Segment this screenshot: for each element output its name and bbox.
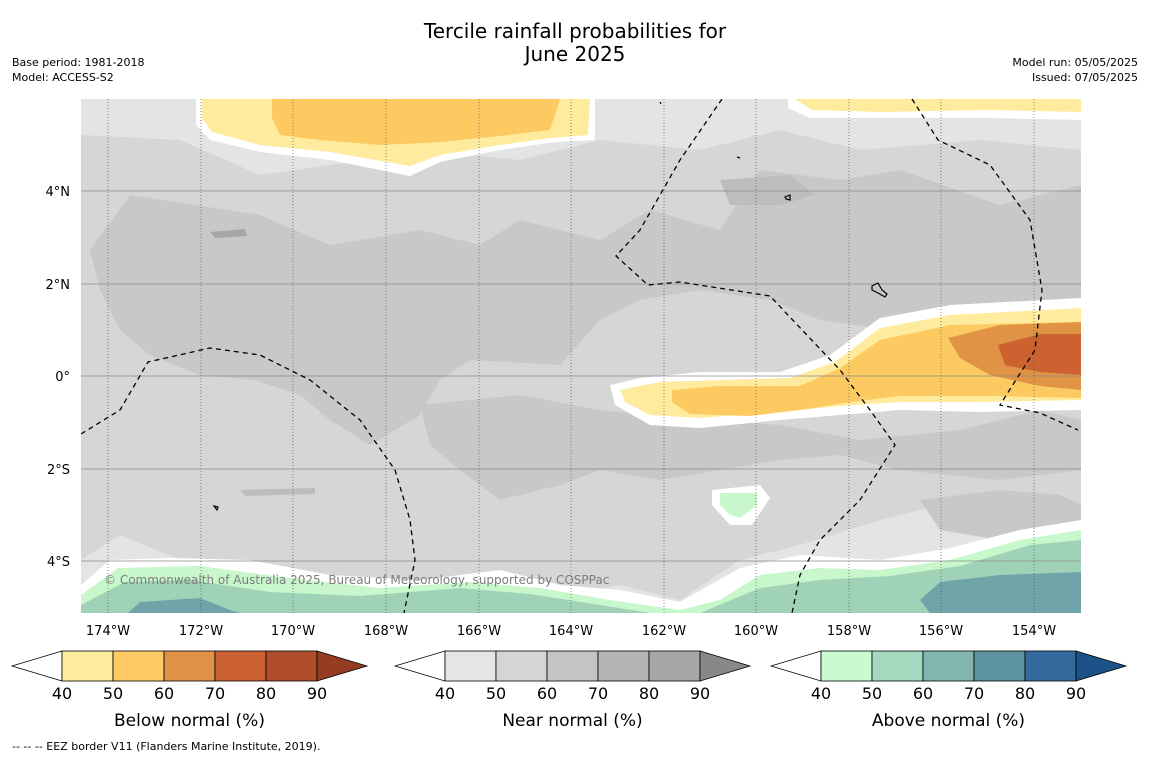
lon-label: 160°W (734, 624, 778, 639)
colorbar-over-triangle (316, 650, 369, 682)
lon-label: 158°W (827, 624, 871, 639)
colorbar-tick: 40 (811, 684, 831, 703)
colorbar-tick: 50 (103, 684, 123, 703)
issued-date: Issued: 07/05/2025 (1031, 71, 1138, 84)
colorbar-title: Above normal (%) (872, 711, 1025, 731)
near-normal-70-sliver (240, 488, 315, 496)
colorbar-tick: 90 (1066, 684, 1086, 703)
islands (212, 101, 888, 512)
lat-label: 2°N (46, 278, 71, 293)
colorbar-tick: 40 (435, 684, 455, 703)
lon-label: 162°W (642, 624, 686, 639)
colorbar-segment (546, 650, 599, 682)
colorbar-tick: 70 (964, 684, 984, 703)
colorbar-below: 40 50 60 70 80 90 Below normal (%) (10, 650, 369, 731)
island-5 (659, 101, 662, 105)
above-normal-50-south (81, 540, 1081, 613)
colorbar-segment (163, 650, 216, 682)
above-normal-60-sw (128, 598, 240, 613)
copyright-text: © Commonwealth of Australia 2025, Bureau… (104, 573, 609, 587)
island-4 (736, 156, 741, 159)
below-normal-70-equatorial (998, 334, 1081, 375)
colorbar-near: 40 50 60 70 80 90 Near normal (%) (393, 650, 752, 731)
near-normal-80-patch (210, 229, 247, 238)
colorbars: 40 50 60 70 80 90 Below normal (%) 40 50 60 70 80 90… (10, 650, 1128, 731)
eez-legend-note: -- -- -- EEZ border V11 (Flanders Marine… (12, 740, 321, 753)
map-fill-layers (81, 99, 1081, 613)
lat-label: 2°S (47, 463, 70, 478)
lon-label: 168°W (364, 624, 408, 639)
colorbar-segment (973, 650, 1026, 682)
colorbar-above: 40 50 60 70 80 90 Above normal (%) (769, 650, 1128, 731)
page-title: Tercile rainfall probabilities for June … (0, 20, 1150, 66)
lon-label: 170°W (271, 624, 315, 639)
colorbar-over-triangle (699, 650, 752, 682)
colorbar-under-triangle (10, 650, 63, 682)
lon-label: 172°W (179, 624, 223, 639)
colorbar-tick: 70 (588, 684, 608, 703)
colorbar-tick: 50 (862, 684, 882, 703)
island-2 (871, 282, 888, 298)
lat-label: 0° (55, 370, 70, 385)
latitude-labels: 4°N 2°N 0° 2°S 4°S (46, 185, 71, 570)
colorbar-segment (495, 650, 548, 682)
lon-label: 166°W (457, 624, 501, 639)
eez-border-west (81, 347, 416, 613)
colorbar-segment (648, 650, 701, 682)
colorbar-title: Near normal (%) (502, 711, 642, 731)
above-normal-40-pocket (720, 493, 757, 518)
below-normal-50-top (272, 99, 560, 145)
colorbar-title: Below normal (%) (114, 711, 265, 731)
longitude-labels: 174°W 172°W 170°W 168°W 166°W 164°W 162°W 160°W… (86, 624, 1056, 639)
island-1 (784, 194, 791, 201)
colorbar-segment (597, 650, 650, 682)
colorbar-under-triangle (769, 650, 822, 682)
base-period: Base period: 1981-2018 (12, 56, 145, 69)
colorbar-tick: 60 (537, 684, 557, 703)
above-normal-60-se (920, 572, 1081, 613)
colorbar-tick: 60 (154, 684, 174, 703)
below-normal-40-ne (795, 99, 1081, 112)
eez-border-central (615, 99, 896, 613)
colorbar-tick: 90 (690, 684, 710, 703)
meta-right: Model run: 05/05/2025 Issued: 07/05/2025 (1012, 55, 1138, 85)
island-3 (212, 505, 219, 512)
colorbar-segment (922, 650, 975, 682)
colorbar-segment (214, 650, 267, 682)
near-normal-60-south (420, 395, 1081, 500)
eez-borders (81, 99, 1079, 613)
colorbar-segment (444, 650, 497, 682)
colorbar-tick: 50 (486, 684, 506, 703)
colorbar-tick: 80 (639, 684, 659, 703)
colorbar-segment (1024, 650, 1077, 682)
colorbar-tick: 70 (205, 684, 225, 703)
colorbar-tick: 60 (913, 684, 933, 703)
colorbar-segment (265, 650, 318, 682)
title-line-1: Tercile rainfall probabilities for (423, 19, 727, 43)
map-gridlines (81, 99, 1081, 613)
lon-label: 156°W (919, 624, 963, 639)
eez-border-east (911, 99, 1079, 431)
colorbar-under-triangle (393, 650, 446, 682)
colorbar-segment (820, 650, 873, 682)
lon-label: 164°W (549, 624, 593, 639)
lat-label: 4°S (47, 555, 70, 570)
colorbar-tick: 40 (52, 684, 72, 703)
model-name: Model: ACCESS-S2 (12, 71, 114, 84)
colorbar-segment (61, 650, 114, 682)
lat-label: 4°N (46, 185, 71, 200)
meta-left: Base period: 1981-2018 Model: ACCESS-S2 (12, 55, 144, 85)
model-run: Model run: 05/05/2025 (1012, 56, 1138, 69)
colorbar-segment (871, 650, 924, 682)
colorbar-tick: 90 (307, 684, 327, 703)
colorbar-segment (112, 650, 165, 682)
lon-label: 154°W (1012, 624, 1056, 639)
colorbar-tick: 80 (1015, 684, 1035, 703)
near-normal-70-patch (720, 175, 815, 205)
lon-label: 174°W (86, 624, 130, 639)
colorbar-over-triangle (1075, 650, 1128, 682)
title-line-2: June 2025 (524, 42, 626, 66)
colorbar-tick: 80 (256, 684, 276, 703)
